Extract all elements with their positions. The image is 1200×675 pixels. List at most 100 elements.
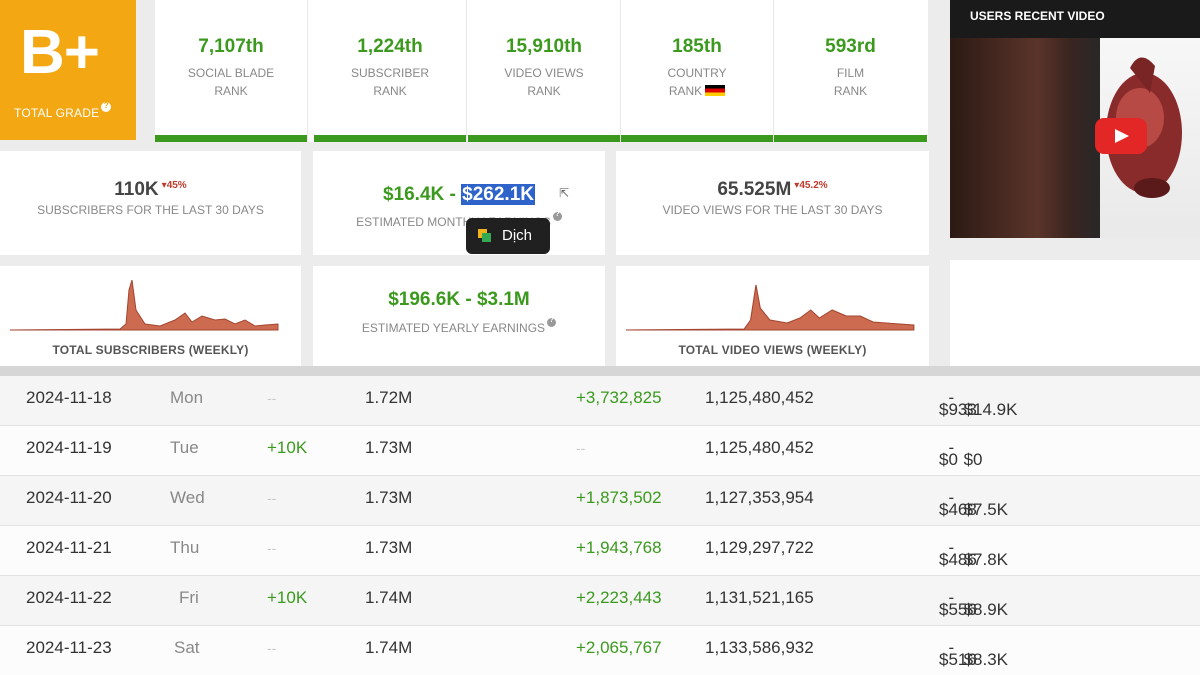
cell-earnings-low: $516	[939, 650, 977, 669]
rank-label: VIDEO VIEWS RANK	[468, 64, 620, 100]
rank-label-line1: SUBSCRIBER	[350, 66, 430, 80]
video-views-sparkline	[626, 284, 915, 331]
rank-label-line2: RANK	[527, 84, 561, 98]
cell-earnings-low: $556	[939, 600, 977, 619]
rank-label-line1: SOCIAL BLADE	[187, 66, 275, 80]
cell-date: 2024-11-19	[26, 438, 112, 457]
cell-date: 2024-11-22	[26, 588, 112, 607]
recent-video-title: USERS RECENT VIDEO	[970, 9, 1105, 23]
cell-earnings: $468 - $7.5K	[939, 488, 1008, 519]
cell-earnings-low: $468	[939, 500, 977, 519]
rank-label: COUNTRY RANK	[621, 64, 773, 100]
total-subscribers-weekly-card: TOTAL SUBSCRIBERS (WEEKLY)	[0, 266, 301, 366]
cell-views-total: 1,131,521,165	[705, 588, 814, 607]
rank-social-blade: 7,107th SOCIAL BLADE RANK	[155, 0, 308, 142]
cell-sub-change: --	[267, 540, 277, 556]
mouse-cursor-icon: ⇱	[559, 186, 570, 200]
cell-earnings-low: $0	[939, 450, 958, 469]
cell-views-total: 1,133,586,932	[705, 638, 814, 657]
yearly-earnings-low: $196.6K	[388, 289, 461, 310]
cell-date: 2024-11-20	[26, 488, 112, 507]
views-30-days-label: VIDEO VIEWS FOR THE LAST 30 DAYS	[662, 203, 883, 217]
cell-earnings: $0 - $0	[939, 438, 983, 469]
rank-label-line2: RANK	[373, 84, 407, 98]
rank-video-views: 15,910th VIDEO VIEWS RANK	[468, 0, 621, 142]
subscribers-30-days-card: 110K ▾45% SUBSCRIBERS FOR THE LAST 30 DAY…	[0, 151, 301, 255]
cell-earnings-high: $8.9K	[963, 600, 1008, 619]
rank-bar	[155, 135, 307, 142]
rank-bar	[468, 135, 620, 142]
cell-earnings-high: $14.9K	[963, 400, 1018, 419]
cell-views-total: 1,129,297,722	[705, 538, 814, 557]
views-30-days-number: 65.525M	[717, 179, 792, 200]
grade-label: TOTAL GRADE	[14, 101, 112, 120]
table-row: 2024-11-18 Mon -- 1.72M +3,732,825 1,125…	[0, 376, 1200, 426]
rank-label: SOCIAL BLADE RANK	[155, 64, 307, 100]
empty-panel	[950, 260, 1200, 366]
rank-value: 1,224th	[357, 36, 423, 57]
subscribers-30-days-label: SUBSCRIBERS FOR THE LAST 30 DAYS	[37, 203, 264, 217]
grade-letter: B+	[20, 18, 100, 87]
rank-bar	[774, 135, 927, 142]
rank-label-line1: FILM	[836, 66, 865, 80]
table-row: 2024-11-20 Wed -- 1.73M +1,873,502 1,127…	[0, 476, 1200, 526]
cell-date: 2024-11-23	[26, 638, 112, 657]
rank-label-line2: RANK	[833, 84, 868, 98]
yearly-earnings-label-text: ESTIMATED YEARLY EARNINGS	[361, 321, 546, 335]
cell-earnings-high: $7.5K	[963, 500, 1008, 519]
rank-label-line1: COUNTRY	[667, 66, 727, 80]
yearly-earnings-separator: -	[460, 289, 477, 310]
cell-sub-change: --	[267, 490, 277, 506]
cell-earnings-high: $7.8K	[963, 550, 1008, 569]
help-icon[interactable]	[552, 211, 562, 221]
video-views-sparkline-caption: TOTAL VIDEO VIEWS (WEEKLY)	[678, 343, 867, 357]
subscribers-sparkline-caption: TOTAL SUBSCRIBERS (WEEKLY)	[52, 343, 249, 357]
rank-value: 7,107th	[198, 36, 264, 57]
cell-subs-total: 1.73M	[365, 438, 413, 457]
help-icon[interactable]	[547, 317, 557, 327]
subscribers-30-days-delta: 45%	[166, 180, 187, 191]
cell-day: Tue	[170, 438, 199, 457]
cell-views-change: +3,732,825	[576, 388, 662, 407]
cell-earnings: $486 - $7.8K	[939, 538, 1008, 569]
rank-label-line2: RANK	[214, 84, 248, 98]
cell-day: Sat	[174, 638, 200, 657]
cell-day: Thu	[170, 538, 200, 557]
yearly-earnings-value: $196.6K - $3.1M	[313, 289, 605, 311]
cell-earnings: $933 - $14.9K	[939, 388, 1018, 419]
cell-views-total: 1,125,480,452	[705, 388, 814, 407]
rank-value: 593rd	[825, 36, 876, 57]
cell-views-change: --	[576, 440, 586, 456]
cell-views-total: 1,125,480,452	[705, 438, 814, 457]
yearly-earnings-high: $3.1M	[476, 289, 530, 310]
play-button[interactable]	[1095, 118, 1147, 154]
ranks-panel: 7,107th SOCIAL BLADE RANK 1,224th SUBSCRI…	[155, 0, 928, 142]
monthly-earnings-value: $16.4K - $262.1K	[313, 184, 605, 206]
cell-earnings: $556 - $8.9K	[939, 588, 1008, 619]
subscribers-30-days-number: 110K	[114, 179, 159, 200]
total-grade-card: B+ TOTAL GRADE	[0, 0, 136, 140]
yearly-earnings-card: $196.6K - $3.1M ESTIMATED YEARLY EARNING…	[313, 266, 605, 366]
rank-label: FILM RANK	[774, 64, 927, 100]
germany-flag-icon	[705, 85, 726, 96]
cell-date: 2024-11-21	[26, 538, 112, 557]
rank-label-line2: RANK	[668, 84, 703, 98]
monthly-earnings-card: $16.4K - $262.1K ESTIMATED MONTHLY EARNI…	[313, 151, 605, 255]
rank-value: 185th	[672, 36, 722, 57]
help-icon[interactable]	[101, 101, 112, 112]
cell-earnings-high: $0	[963, 450, 983, 469]
grade-label-text: TOTAL GRADE	[14, 106, 100, 120]
rank-bar	[314, 135, 466, 142]
yearly-earnings-label: ESTIMATED YEARLY EARNINGS	[313, 317, 605, 335]
monthly-earnings-high-selected[interactable]: $262.1K	[461, 184, 535, 205]
total-video-views-weekly-card: TOTAL VIDEO VIEWS (WEEKLY)	[616, 266, 929, 366]
section-divider	[0, 366, 1200, 378]
cell-sub-change: +10K	[267, 588, 308, 607]
table-row: 2024-11-22 Fri +10K 1.74M +2,223,443 1,1…	[0, 576, 1200, 626]
recent-video-panel: USERS RECENT VIDEO	[950, 0, 1200, 238]
table-row: 2024-11-23 Sat -- 1.74M +2,065,767 1,133…	[0, 626, 1200, 675]
table-row: 2024-11-21 Thu -- 1.73M +1,943,768 1,129…	[0, 526, 1200, 576]
cell-subs-total: 1.73M	[365, 538, 413, 557]
translate-tooltip[interactable]: Dịch	[466, 218, 550, 254]
rank-label-line1: VIDEO VIEWS	[504, 66, 584, 80]
